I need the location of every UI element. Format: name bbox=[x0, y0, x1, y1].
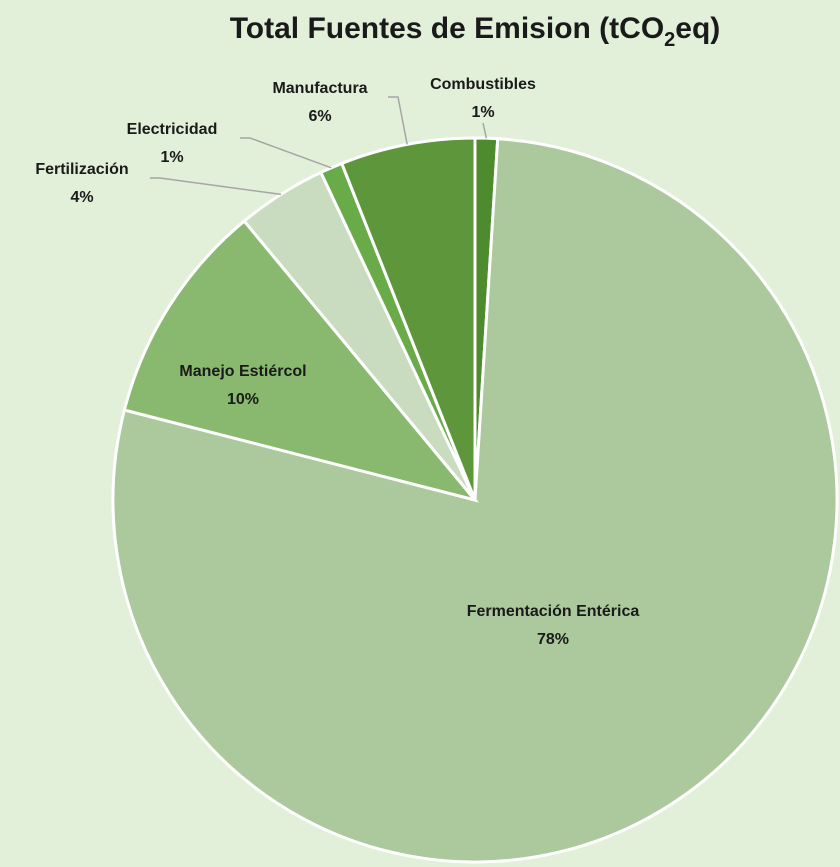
slice-label: Electricidad bbox=[127, 121, 218, 138]
leader-line bbox=[150, 177, 282, 196]
pie-slice bbox=[122, 218, 480, 503]
slice-value-label: 1% bbox=[471, 104, 494, 121]
slice-label: Combustibles bbox=[430, 76, 536, 93]
pie-slice bbox=[339, 136, 477, 501]
leader-line bbox=[240, 137, 332, 169]
chart-title: Total Fuentes de Emision (tCO2eq) bbox=[230, 12, 721, 51]
slice-label: Manufactura bbox=[272, 80, 367, 97]
slice-value-label: 1% bbox=[160, 149, 183, 166]
slice-value-label: 6% bbox=[308, 108, 331, 125]
slice-label: Fertilización bbox=[35, 161, 128, 178]
slice-label: Manejo Estiércol bbox=[179, 363, 306, 380]
leader-line bbox=[388, 96, 408, 145]
slice-value-label: 10% bbox=[227, 391, 259, 408]
slice-value-label: 4% bbox=[70, 189, 93, 206]
leader-line bbox=[482, 122, 488, 139]
slice-label: Fermentación Entérica bbox=[467, 603, 640, 620]
slice-value-label: 78% bbox=[537, 631, 569, 648]
